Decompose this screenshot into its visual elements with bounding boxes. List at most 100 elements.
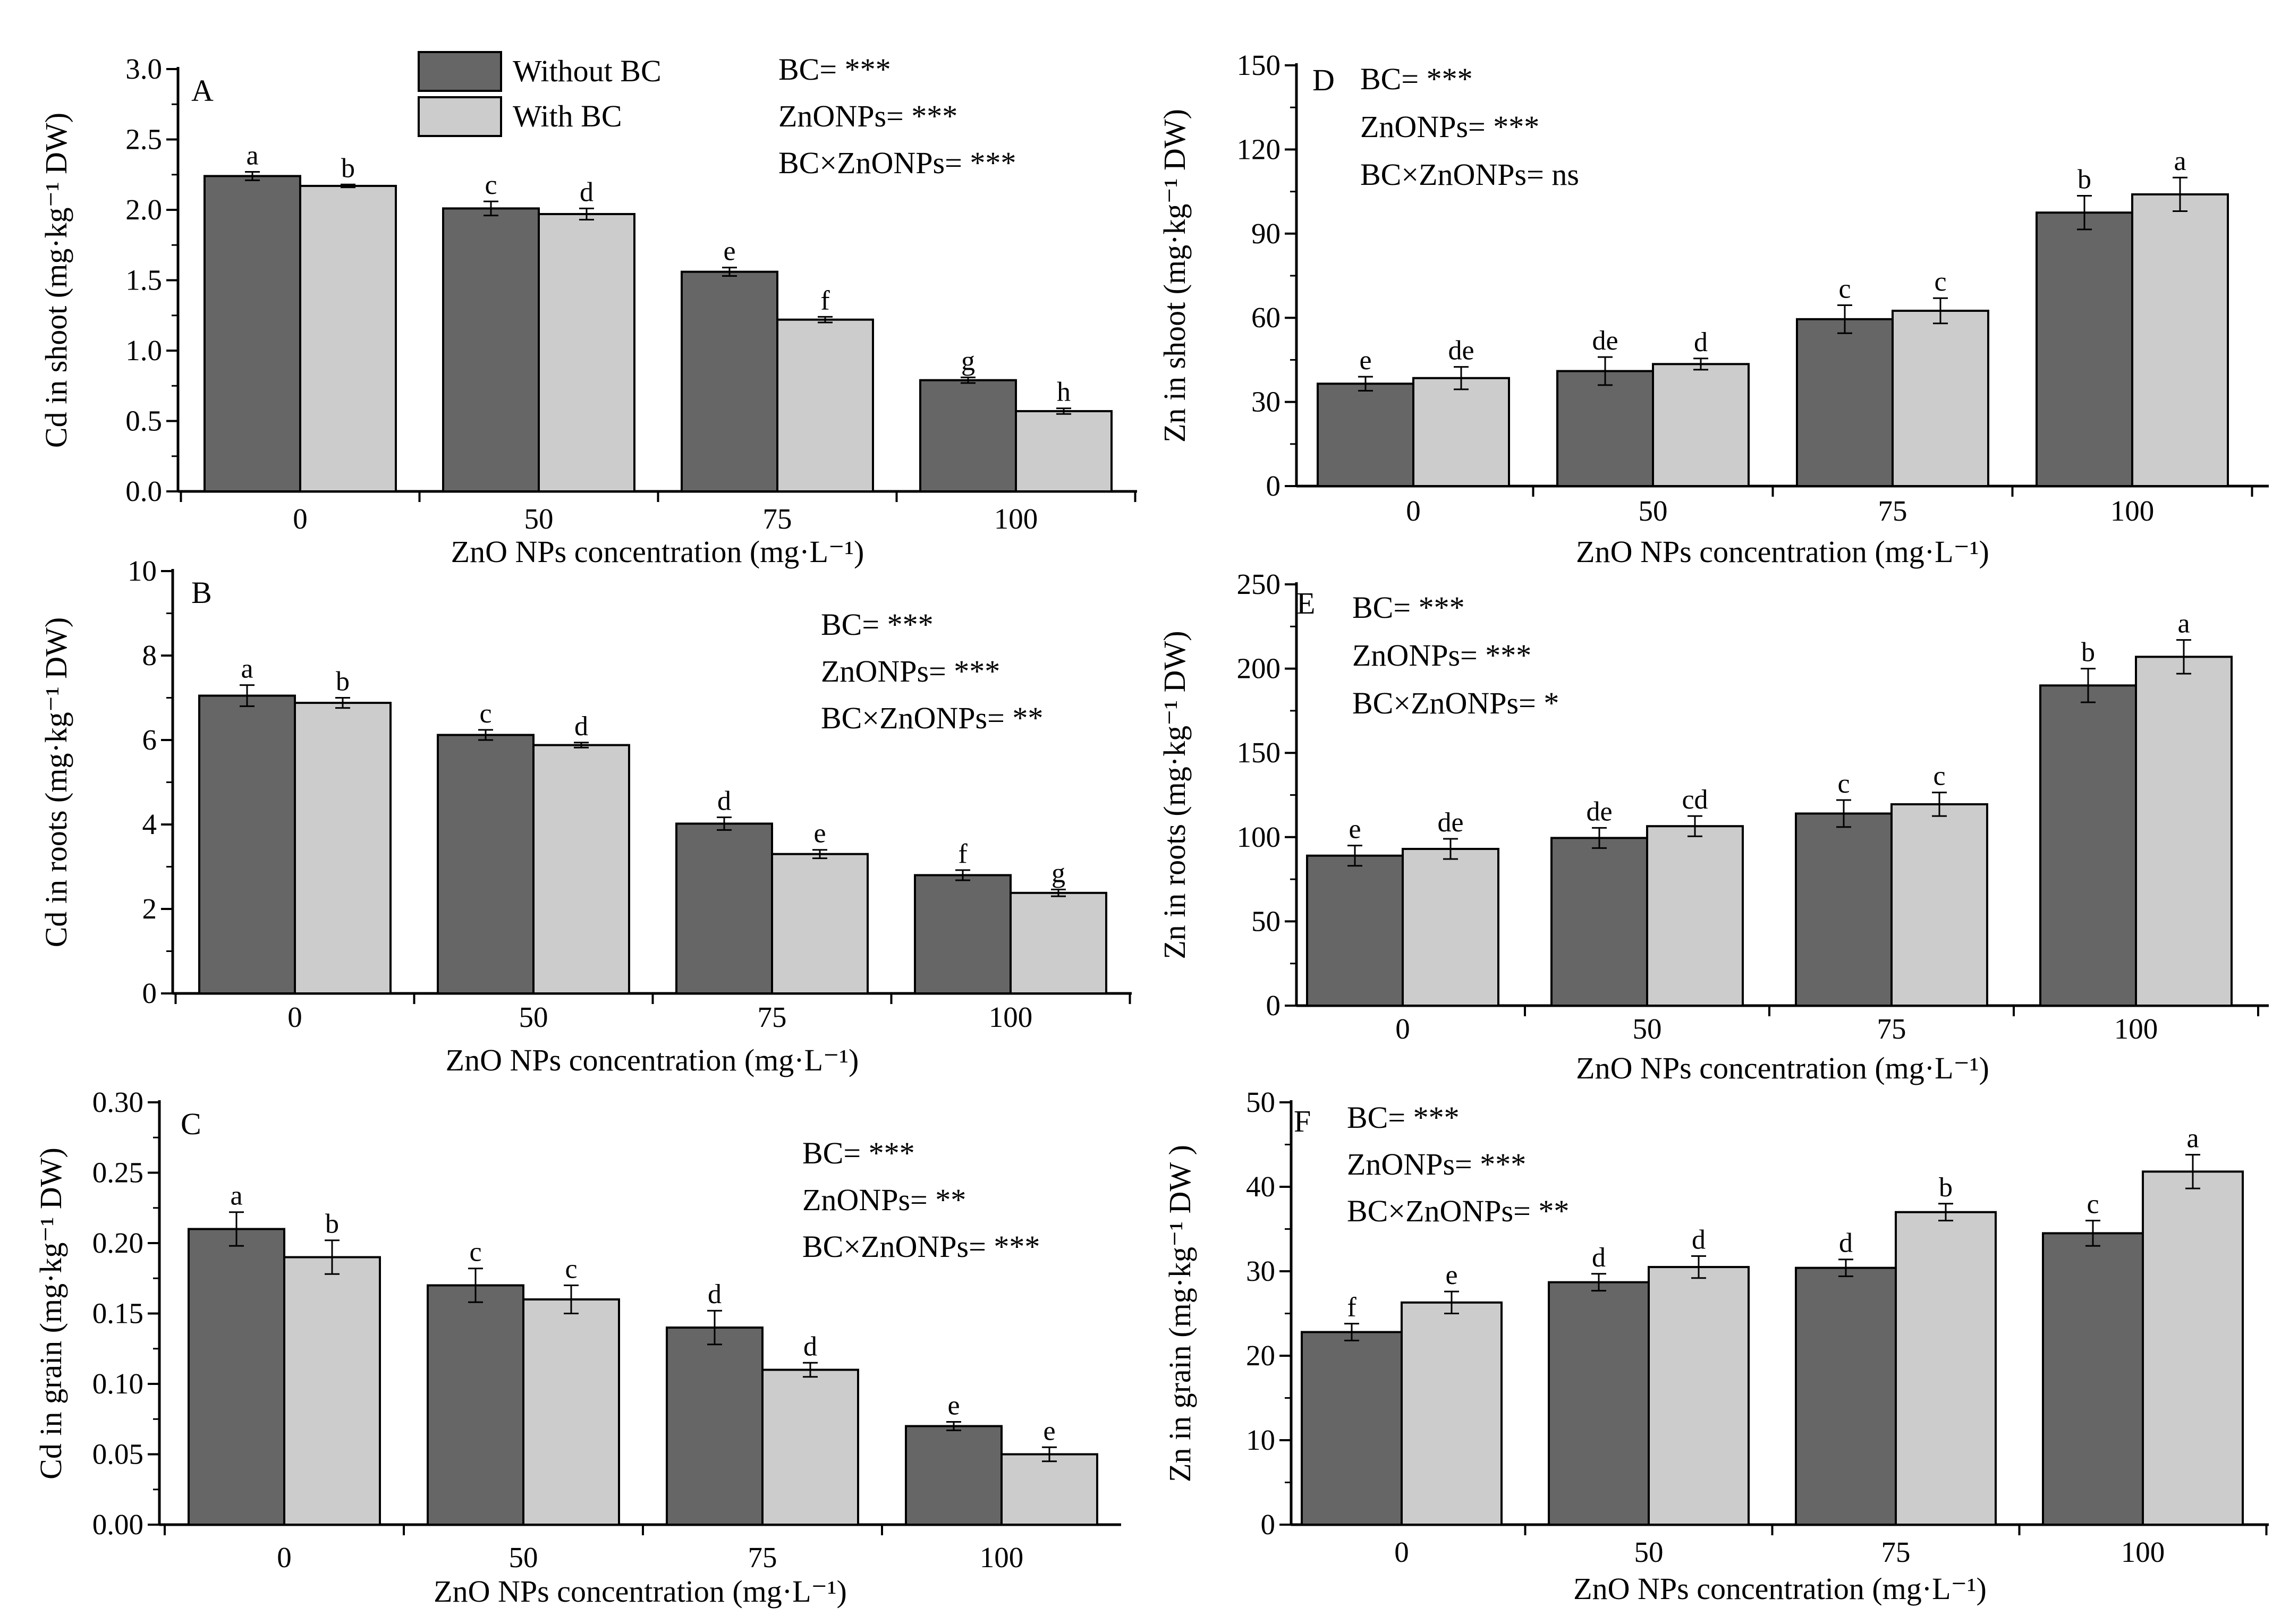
legend-label-without-bc: Without BC bbox=[513, 54, 662, 88]
bar-a-without-bc-0 bbox=[203, 175, 301, 492]
stat-line-b: BC= *** bbox=[821, 607, 934, 642]
y-tick-label-d: 30 bbox=[1251, 386, 1281, 418]
x-tick-label-b: 75 bbox=[758, 1001, 787, 1033]
sig-letter-f: d bbox=[1692, 1225, 1706, 1255]
sig-letter-d: a bbox=[2174, 146, 2186, 176]
y-tick-label-c: 0.05 bbox=[92, 1438, 143, 1470]
bar-f-without-bc-75 bbox=[1795, 1266, 1897, 1526]
y-tick-label-a: 2.0 bbox=[125, 193, 162, 226]
y-axis-label-a: Cd in shoot (mg·kg⁻¹ DW) bbox=[39, 113, 73, 448]
y-tick-label-c: 0.20 bbox=[92, 1227, 143, 1259]
bar-c-without-bc-50 bbox=[427, 1284, 524, 1526]
y-axis-label-e: Zn in roots (mg·kg⁻¹ DW) bbox=[1157, 631, 1192, 959]
bar-f-without-bc-50 bbox=[1548, 1281, 1650, 1526]
bar-d-with-bc-50 bbox=[1652, 363, 1750, 487]
panel-letter-d: D bbox=[1312, 63, 1335, 97]
y-tick-label-d: 60 bbox=[1251, 301, 1281, 334]
stat-line-b: ZnONPs= *** bbox=[821, 654, 1000, 688]
stat-line-c: BC×ZnONPs= *** bbox=[802, 1229, 1040, 1264]
y-tick-label-c: 0.15 bbox=[92, 1297, 143, 1330]
stat-line-f: BC×ZnONPs= ** bbox=[1347, 1194, 1569, 1228]
stat-line-f: BC= *** bbox=[1347, 1100, 1460, 1135]
bar-c-with-bc-0 bbox=[283, 1256, 381, 1526]
bar-f-without-bc-0 bbox=[1301, 1331, 1403, 1526]
legend-swatch-with-bc bbox=[418, 96, 502, 137]
bar-a-without-bc-75 bbox=[681, 270, 778, 492]
sig-letter-c: e bbox=[1043, 1416, 1055, 1446]
bar-a-with-bc-50 bbox=[538, 212, 635, 492]
sig-letter-d: de bbox=[1448, 336, 1474, 366]
sig-letter-e: c bbox=[1837, 769, 1850, 799]
y-tick-label-d: 120 bbox=[1237, 133, 1281, 165]
bar-e-without-bc-75 bbox=[1795, 812, 1893, 1007]
sig-letter-a: c bbox=[485, 170, 497, 200]
x-tick-label-c: 75 bbox=[748, 1541, 777, 1574]
stat-line-c: BC= *** bbox=[802, 1136, 915, 1170]
x-axis-label-f: ZnO NPs concentration (mg·L⁻¹) bbox=[1573, 1571, 1987, 1606]
bar-a-with-bc-75 bbox=[776, 318, 874, 492]
sig-letter-a: f bbox=[820, 285, 830, 316]
bar-c-with-bc-100 bbox=[1000, 1453, 1098, 1526]
sig-letter-b: d bbox=[717, 786, 731, 816]
sig-letter-b: e bbox=[813, 819, 826, 849]
bar-f-with-bc-75 bbox=[1895, 1211, 1997, 1526]
panel-a: 0.0 0.5 1.0 1.5 2.0 2.5 3.0 a b 0 c d 50 e f 75 g h 100 ZnO… bbox=[39, 52, 1137, 569]
x-axis-label-b: ZnO NPs concentration (mg·L⁻¹) bbox=[446, 1043, 859, 1077]
sig-letter-e: a bbox=[2177, 609, 2190, 639]
x-tick-label-b: 50 bbox=[519, 1001, 548, 1033]
x-tick-label-d: 75 bbox=[1878, 495, 1907, 527]
x-tick-label-e: 75 bbox=[1877, 1013, 1906, 1045]
bar-d-without-bc-100 bbox=[2036, 211, 2133, 487]
y-axis-label-f: Zn in grain (mg·kg⁻¹ DW ) bbox=[1163, 1145, 1197, 1482]
y-tick-label-b: 10 bbox=[128, 555, 157, 587]
x-tick-label-c: 100 bbox=[980, 1541, 1024, 1574]
y-tick-label-d: 90 bbox=[1251, 217, 1281, 250]
sig-letter-f: c bbox=[2087, 1189, 2099, 1220]
sig-letter-b: d bbox=[574, 711, 588, 742]
y-tick-label-a: 2.5 bbox=[125, 123, 162, 156]
sig-letter-c: d bbox=[803, 1331, 817, 1362]
y-tick-label-c: 0.25 bbox=[92, 1157, 143, 1189]
y-tick-label-f: 20 bbox=[1246, 1339, 1275, 1372]
bar-e-with-bc-100 bbox=[2135, 656, 2233, 1007]
sig-letter-c: b bbox=[325, 1209, 339, 1239]
sig-letter-d: d bbox=[1694, 327, 1708, 358]
sig-letter-d: c bbox=[1838, 274, 1851, 304]
panel-f: 0 10 20 30 40 50 f e 0 d d 50 d b 75 c a 100 ZnO NPs conce… bbox=[1163, 1086, 2269, 1606]
sig-letter-d: b bbox=[2078, 165, 2091, 195]
bar-b-without-bc-100 bbox=[914, 874, 1012, 995]
x-tick-label-b: 100 bbox=[989, 1001, 1033, 1033]
x-tick-label-c: 50 bbox=[509, 1541, 538, 1574]
sig-letter-e: cd bbox=[1682, 785, 1708, 815]
bar-b-without-bc-0 bbox=[198, 694, 296, 994]
y-tick-label-c: 0.00 bbox=[92, 1508, 143, 1541]
x-tick-label-f: 75 bbox=[1881, 1536, 1911, 1568]
bar-a-without-bc-100 bbox=[919, 379, 1017, 493]
x-axis-label-d: ZnO NPs concentration (mg·L⁻¹) bbox=[1576, 534, 1989, 569]
bar-e-without-bc-0 bbox=[1306, 854, 1404, 1007]
panel-d: 0 30 60 90 120 150 e de 0 de d 50 c c 75 b a 100 ZnO NPs c… bbox=[1157, 49, 2269, 569]
x-tick-label-a: 100 bbox=[994, 503, 1038, 535]
sig-letter-f: b bbox=[1939, 1172, 1953, 1203]
x-axis-label-a: ZnO NPs concentration (mg·L⁻¹) bbox=[451, 534, 864, 569]
y-tick-label-f: 0 bbox=[1261, 1508, 1276, 1541]
bar-d-with-bc-100 bbox=[2131, 193, 2229, 487]
sig-letter-a: a bbox=[246, 140, 258, 171]
panel-c: 0.00 0.05 0.10 0.15 0.20 0.25 0.30 a b 0 c c 50 d d 75 e… bbox=[33, 1086, 1121, 1609]
panel-b: 0 2 4 6 8 10 a b 0 c d 50 d e 75 f g 100 ZnO NPs concentra… bbox=[39, 555, 1132, 1077]
sig-letter-e: e bbox=[1349, 814, 1361, 845]
y-axis-label-c: Cd in grain (mg·kg⁻¹ DW) bbox=[33, 1147, 68, 1480]
stat-line-d: ZnONPs= *** bbox=[1360, 109, 1539, 144]
bar-f-with-bc-0 bbox=[1401, 1301, 1503, 1526]
bar-b-without-bc-75 bbox=[675, 822, 773, 995]
sig-letter-d: de bbox=[1592, 326, 1618, 356]
y-tick-label-f: 10 bbox=[1246, 1424, 1275, 1456]
bar-c-with-bc-50 bbox=[522, 1298, 620, 1526]
y-tick-label-b: 6 bbox=[142, 724, 157, 756]
sig-letter-c: e bbox=[947, 1391, 960, 1421]
y-tick-label-a: 1.0 bbox=[125, 334, 162, 367]
bar-e-with-bc-50 bbox=[1646, 825, 1744, 1007]
bar-f-with-bc-50 bbox=[1648, 1266, 1750, 1526]
x-tick-label-c: 0 bbox=[277, 1541, 292, 1574]
panel-e: 0 50 100 150 200 250 e de 0 de cd 50 c c 75 b a 100 ZnO NP… bbox=[1157, 568, 2269, 1085]
